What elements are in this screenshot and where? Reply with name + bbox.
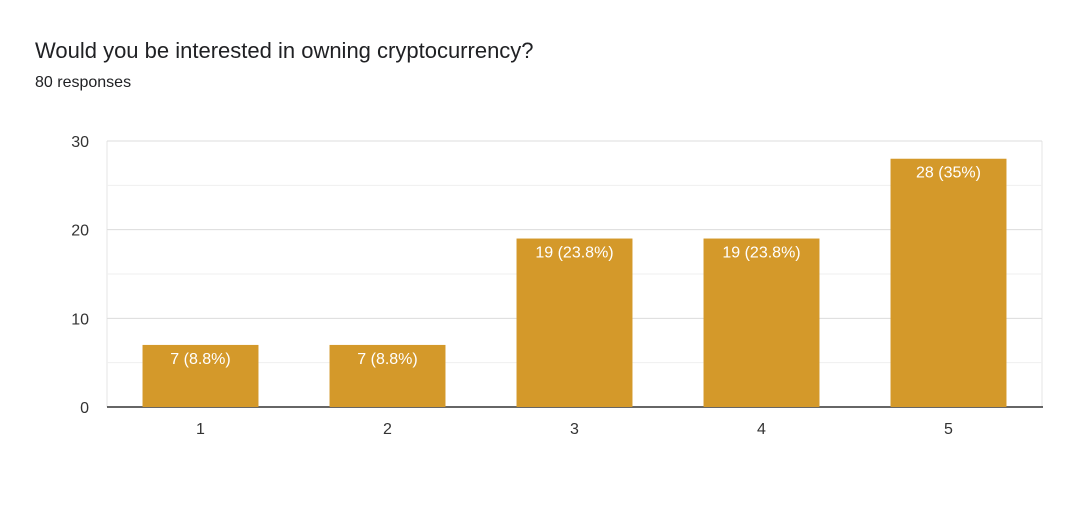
bar-data-label: 28 (35%) [916,165,981,182]
y-axis: 0 10 20 30 [71,134,1043,417]
bar [516,238,633,407]
bar [890,158,1007,407]
bar [703,238,820,407]
bar-data-label: 19 (23.8%) [535,245,613,262]
x-tick-label: 1 [196,421,205,438]
y-tick-label: 10 [71,311,89,328]
bar-data-label: 19 (23.8%) [722,245,800,262]
bar-data-label: 7 (8.8%) [170,351,230,368]
gridlines [106,140,1043,407]
y-tick-label: 20 [71,223,89,240]
x-tick-label: 3 [570,421,579,438]
x-tick-label: 2 [383,421,392,438]
y-tick-label: 0 [80,400,89,417]
bar-data-label: 7 (8.8%) [357,351,417,368]
bar [142,344,259,407]
x-tick-label: 4 [757,421,766,438]
x-tick-label: 5 [944,421,953,438]
x-axis: 1 2 3 4 5 [196,421,953,438]
response-count: 80 responses [35,74,132,91]
chart-title: Would you be interested in owning crypto… [35,38,534,63]
bars: 7 (8.8%) 7 (8.8%) 19 (23.8%) 19 (23.8%) 28 (… [142,158,1007,407]
bar [329,344,446,407]
y-tick-label: 30 [71,134,89,151]
